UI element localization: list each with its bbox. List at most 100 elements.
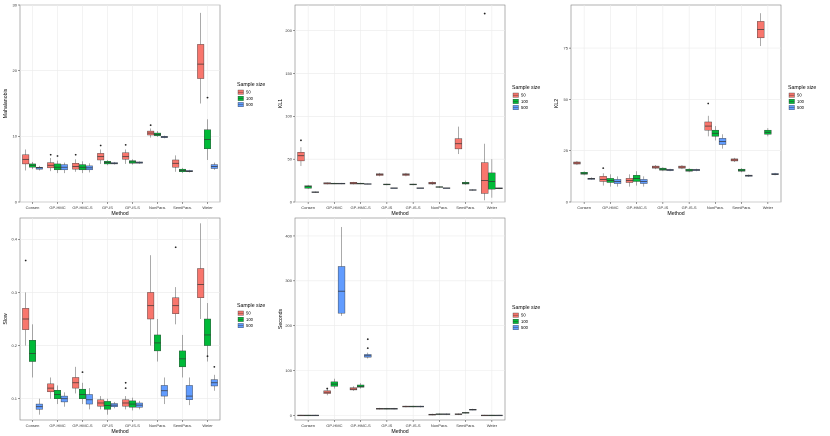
x-tick-label: NonPara. — [707, 205, 724, 210]
x-tick-label: GP-HMC — [602, 205, 618, 210]
x-tick-label: GP-IS-S — [682, 205, 697, 210]
box-50-semipara. — [172, 155, 180, 172]
y-tick-label: 150 — [285, 71, 292, 76]
y-tick-label: 50 — [288, 157, 293, 162]
box-50-gp-hmc — [599, 167, 607, 186]
box-500-gp-hmc-s — [85, 163, 93, 173]
y-tick-label: 0.1 — [11, 396, 17, 401]
box-100-semipara. — [179, 334, 186, 378]
box-50-semipara. — [172, 246, 180, 325]
box-500-gp-hmc-s — [364, 183, 372, 185]
box-50-gp-is-s — [122, 381, 130, 410]
legend-label: 500 — [521, 325, 529, 330]
box-500-gp-is — [110, 161, 118, 165]
box-100-weier — [764, 128, 772, 137]
box-500-nonpara. — [160, 135, 168, 139]
y-axis-label: Seconds — [278, 309, 284, 330]
outlier-point — [99, 144, 102, 147]
box-body — [29, 340, 36, 362]
box-500-consen — [311, 414, 319, 417]
box-500-gp-is-s — [135, 400, 143, 410]
box-50-gp-hmc-s — [349, 386, 358, 391]
legend-title: Sample size — [512, 305, 540, 311]
box-500-weier — [210, 365, 218, 391]
y-tick-label: 0 — [290, 413, 293, 418]
panel-frame — [294, 217, 506, 421]
y-tick-label: 0.3 — [11, 290, 17, 295]
panel-frame — [570, 4, 782, 203]
x-tick-label: GP-IS — [381, 205, 392, 210]
box-50-consen — [22, 149, 30, 171]
box-500-gp-hmc — [613, 176, 622, 187]
outlier-point — [49, 153, 52, 156]
boxplot-panel-mahalanobis: 0 10 20 30 Consen GP-HMC GP-HMC-S GP-IS GP-IS-S N… — [3, 2, 265, 217]
box-500-consen — [587, 177, 595, 180]
box-100-consen — [304, 184, 312, 190]
box-500-weier — [495, 414, 503, 417]
box-50-gp-hmc-s — [72, 366, 80, 394]
outlier-point — [124, 381, 127, 384]
boxplot-panel-slow: 0.1 0.2 0.3 0.4 Consen GP-HMC GP-HMC-S GP-IS GP-… — [3, 217, 265, 435]
x-tick-label: Weier — [487, 423, 498, 428]
x-tick-label: GP-IS — [102, 205, 113, 210]
box-50-weier — [481, 414, 489, 417]
box-body — [297, 152, 305, 162]
x-tick-label: GP-IS — [657, 205, 668, 210]
x-tick-label: GP-HMC — [49, 205, 65, 210]
box-100-gp-hmc-s — [357, 182, 365, 185]
y-tick-label: 0.2 — [11, 343, 17, 348]
box-100-nonpara. — [154, 131, 161, 137]
box-500-nonpara. — [442, 413, 451, 416]
x-axis-label: Method — [391, 211, 408, 217]
x-tick-label: GP-HMC — [49, 423, 65, 428]
x-tick-label: GP-HMC — [326, 423, 342, 428]
box-100-gp-hmc — [54, 155, 61, 174]
x-tick-label: GP-IS-S — [406, 205, 421, 210]
outlier-point — [300, 139, 302, 142]
box-50-gp-hmc-s — [349, 181, 358, 185]
box-body — [304, 185, 312, 189]
legend-label: 100 — [246, 317, 254, 322]
x-axis-label: Method — [391, 429, 408, 435]
x-axis-label: Method — [111, 211, 128, 217]
box-100-nonpara. — [435, 413, 443, 416]
y-axis-label: KL1 — [278, 99, 284, 108]
x-tick-label: SemiPara. — [173, 205, 192, 210]
box-50-gp-is-s — [402, 405, 410, 408]
legend-title: Sample size — [788, 85, 816, 91]
box-100-gp-hmc — [330, 378, 338, 389]
box-100-consen — [304, 414, 312, 417]
outlier-point — [74, 153, 77, 156]
y-axis-label: KL2 — [554, 99, 560, 108]
box-500-gp-is-s — [416, 405, 424, 408]
box-500-gp-hmc — [337, 226, 346, 316]
box-100-semipara. — [462, 411, 470, 414]
x-tick-label: NonPara. — [149, 205, 166, 210]
box-100-gp-is — [383, 407, 391, 410]
box-100-weier — [204, 96, 211, 160]
legend-label: 50 — [521, 313, 526, 318]
box-body — [197, 268, 205, 298]
box-500-nonpara. — [718, 134, 727, 149]
outlier-point — [707, 102, 710, 105]
legend-label: 50 — [797, 93, 802, 98]
box-body — [122, 152, 130, 160]
box-500-gp-is-s — [416, 187, 424, 189]
box-50-weier — [481, 12, 489, 201]
y-tick-label: 200 — [285, 323, 292, 328]
box-50-weier — [197, 223, 205, 319]
y-tick-label: 50 — [564, 97, 569, 102]
panel-frame — [294, 4, 506, 203]
outlier-point — [366, 347, 369, 350]
box-50-gp-is — [652, 165, 660, 170]
box-100-gp-hmc — [330, 182, 338, 185]
box-100-semipara. — [179, 167, 186, 174]
box-body — [79, 388, 86, 399]
box-500-weier — [495, 187, 503, 190]
y-tick-label: 30 — [13, 2, 18, 7]
panel-frame — [19, 4, 221, 203]
